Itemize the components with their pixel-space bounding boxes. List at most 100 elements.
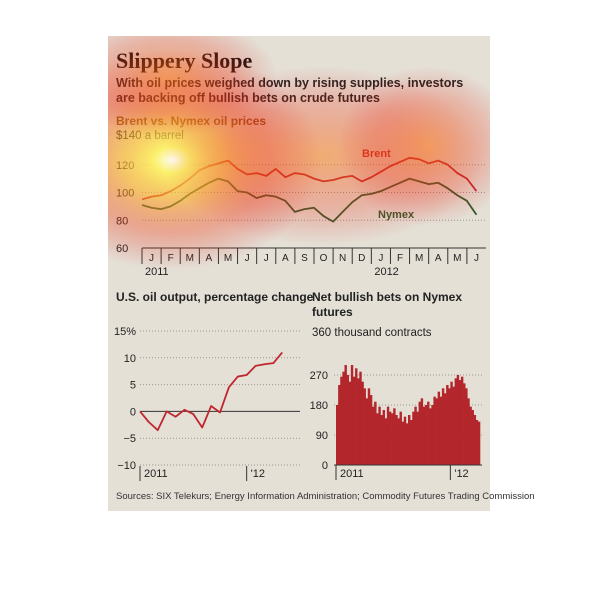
bar — [446, 385, 449, 465]
bar — [469, 406, 472, 465]
bar — [393, 408, 396, 465]
bar — [374, 401, 377, 465]
x-tick-label: J — [245, 253, 250, 264]
bar — [431, 405, 434, 465]
source-note: Sources: SIX Telekurs; Energy Informatio… — [116, 491, 535, 502]
bullish-bets-unit-label: 360 thousand contracts — [312, 327, 432, 339]
bar — [473, 415, 477, 465]
bar — [458, 380, 462, 465]
legend-nymex: Nymex — [378, 209, 415, 221]
x-tick-label: F — [397, 253, 403, 264]
bar — [441, 388, 445, 465]
bar — [471, 410, 474, 465]
bar — [359, 371, 362, 465]
bar — [369, 395, 373, 465]
bar — [408, 415, 411, 465]
bar — [444, 393, 447, 465]
bar — [346, 375, 350, 465]
series-line-nymex — [141, 177, 478, 223]
year-label: 2012 — [374, 266, 398, 278]
y-tick-label: 180 — [310, 400, 328, 412]
series-line-oil-output — [139, 351, 283, 432]
bar — [372, 406, 375, 465]
bar — [467, 398, 470, 465]
bar — [367, 388, 371, 465]
y-tick-label: 0 — [130, 406, 136, 418]
bar — [416, 411, 419, 465]
bar — [344, 365, 347, 465]
bar — [401, 421, 405, 465]
bar — [454, 378, 458, 465]
bar — [376, 413, 379, 465]
bar — [422, 406, 426, 465]
bar — [427, 401, 430, 465]
x-tick-label: J — [474, 253, 479, 264]
bar — [382, 410, 386, 465]
bar — [477, 421, 481, 465]
y-tick-label: 270 — [310, 370, 328, 382]
bar — [399, 411, 402, 465]
bar — [433, 396, 436, 465]
x-tick-label: O — [320, 253, 328, 264]
y-tick-label: 60 — [116, 243, 128, 255]
bar — [452, 386, 455, 465]
y-tick-label: 100 — [116, 188, 134, 200]
bar — [384, 418, 388, 465]
y-tick-label: 15% — [114, 326, 136, 338]
x-tick-label: '12 — [454, 468, 468, 480]
x-tick-label: D — [358, 253, 365, 264]
bar — [456, 375, 460, 465]
y-tick-label: 0 — [322, 460, 328, 472]
bar — [357, 378, 360, 465]
bar — [448, 388, 451, 465]
bar — [380, 415, 383, 465]
x-tick-label: M — [415, 253, 423, 264]
x-tick-label: '12 — [251, 468, 265, 480]
bar — [378, 406, 381, 465]
y-tick-label: −10 — [117, 460, 136, 472]
bar — [365, 398, 369, 465]
bar — [437, 391, 441, 465]
x-tick-label: J — [264, 253, 269, 264]
bar — [355, 368, 358, 465]
bar — [336, 405, 339, 465]
y-tick-label: −5 — [123, 433, 136, 445]
bar — [352, 376, 356, 465]
y-tick-label: 5 — [130, 380, 136, 392]
x-tick-label: M — [186, 253, 194, 264]
y-tick-label: 90 — [316, 430, 328, 442]
bar — [424, 405, 428, 465]
bar — [388, 411, 392, 465]
x-tick-label: N — [339, 253, 346, 264]
bar — [361, 381, 364, 465]
bullish-bets-chart-title: Net bullish bets on Nymex futures — [312, 290, 463, 319]
bar — [338, 385, 341, 465]
bar — [391, 413, 394, 465]
x-tick-label: S — [301, 253, 308, 264]
x-tick-label: M — [224, 253, 232, 264]
year-label: 2011 — [145, 266, 169, 278]
bar — [414, 406, 417, 465]
y-tick-label: 80 — [116, 215, 128, 227]
bar — [450, 381, 453, 465]
legend-brent: Brent — [362, 148, 391, 160]
x-tick-label: A — [206, 253, 213, 264]
bar — [405, 423, 409, 465]
bar — [342, 371, 345, 465]
x-tick-label: A — [282, 253, 289, 264]
bar — [350, 365, 354, 465]
x-tick-label: J — [149, 253, 154, 264]
x-tick-label: 2011 — [144, 468, 168, 480]
bar — [386, 406, 390, 465]
bar — [439, 396, 443, 465]
bar — [460, 376, 464, 465]
y-tick-label: 10 — [124, 353, 136, 365]
bar — [465, 388, 468, 465]
x-tick-label: M — [453, 253, 461, 264]
bar — [475, 420, 479, 465]
bar — [395, 415, 398, 465]
bar — [420, 398, 424, 465]
y-tick-label: 120 — [116, 160, 134, 172]
x-tick-label: J — [378, 253, 383, 264]
bar — [429, 408, 432, 465]
